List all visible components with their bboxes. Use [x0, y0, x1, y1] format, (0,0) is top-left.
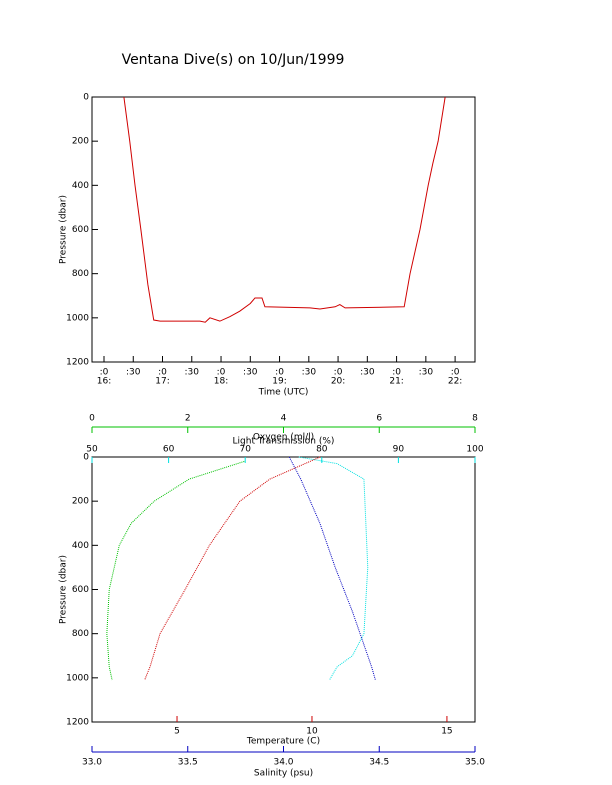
x-axis-title: Temperature (C)	[246, 737, 320, 747]
y-tick-label: 400	[72, 181, 89, 191]
y-tick-label: 600	[72, 225, 89, 235]
x-tick-label: 15	[441, 727, 452, 737]
x-tick-label: :0	[100, 368, 109, 378]
y-tick-label: 200	[72, 497, 89, 507]
x-axis-title: Salinity (psu)	[254, 769, 313, 779]
x-tick-label: :30	[243, 368, 258, 378]
x-tick-label: 34.0	[273, 758, 293, 768]
dive-line	[123, 96, 446, 323]
x-tick-label: 2	[185, 414, 191, 424]
profile-line	[298, 456, 369, 681]
x-tick-label: :30	[419, 368, 434, 378]
y-tick-label: 400	[72, 541, 89, 551]
profile-line	[144, 456, 321, 681]
x-tick-label: 50	[86, 445, 98, 455]
plot-frame	[91, 96, 476, 363]
y-tick-label: 200	[72, 137, 89, 147]
x-tick-label: 35.0	[465, 758, 485, 768]
x-tick-label: :30	[185, 368, 200, 378]
x-tick-label: 16:	[97, 377, 111, 387]
x-tick-label: :0	[334, 368, 343, 378]
x-tick-label: 0	[89, 414, 95, 424]
x-tick-label: 70	[239, 445, 251, 455]
x-tick-label: 60	[163, 445, 175, 455]
x-axis-title: Time (UTC)	[258, 388, 309, 398]
x-tick-label: :0	[275, 368, 284, 378]
x-tick-label: 8	[472, 414, 478, 424]
plot-frame	[91, 456, 476, 723]
x-tick-label: 33.0	[82, 758, 102, 768]
x-axis-title: Light Transmission (%)	[233, 437, 335, 447]
x-tick-label: 33.5	[178, 758, 198, 768]
x-tick-label: 18:	[214, 377, 228, 387]
x-tick-label: :30	[126, 368, 141, 378]
chart-title: Ventana Dive(s) on 10/Jun/1999	[122, 52, 345, 68]
x-tick-label: :0	[158, 368, 167, 378]
y-tick-label: 800	[72, 629, 89, 639]
x-tick-label: :0	[451, 368, 460, 378]
y-tick-label: 0	[83, 93, 89, 103]
x-tick-label: 34.5	[369, 758, 389, 768]
x-tick-label: 22:	[448, 377, 462, 387]
x-tick-label: 5	[174, 727, 180, 737]
y-tick-label: 600	[72, 585, 89, 595]
y-tick-label: 800	[72, 269, 89, 279]
x-axis-title: Oxygen (ml/l)	[253, 433, 314, 443]
x-tick-label: 21:	[389, 377, 403, 387]
y-tick-label: 0	[83, 453, 89, 463]
y-tick-label: 1200	[66, 358, 89, 368]
y-axis-title: Pressure (dbar)	[59, 555, 69, 624]
x-tick-label: 20:	[331, 377, 345, 387]
profile-line	[288, 456, 376, 681]
y-axis-title: Pressure (dbar)	[59, 195, 69, 264]
x-tick-label: 4	[281, 414, 287, 424]
x-tick-label: 17:	[155, 377, 169, 387]
profile-line	[106, 460, 245, 681]
y-tick-label: 1000	[66, 313, 89, 323]
x-tick-label: :30	[302, 368, 317, 378]
x-tick-label: :0	[217, 368, 226, 378]
x-tick-label: :30	[360, 368, 375, 378]
x-tick-label: :0	[392, 368, 401, 378]
x-tick-label: 80	[316, 445, 328, 455]
x-tick-label: 100	[466, 445, 483, 455]
x-tick-label: 6	[376, 414, 382, 424]
x-tick-label: 19:	[272, 377, 286, 387]
x-tick-label: 10	[306, 727, 318, 737]
y-tick-label: 1000	[66, 673, 89, 683]
y-tick-label: 1200	[66, 718, 89, 728]
x-tick-label: 90	[393, 445, 405, 455]
